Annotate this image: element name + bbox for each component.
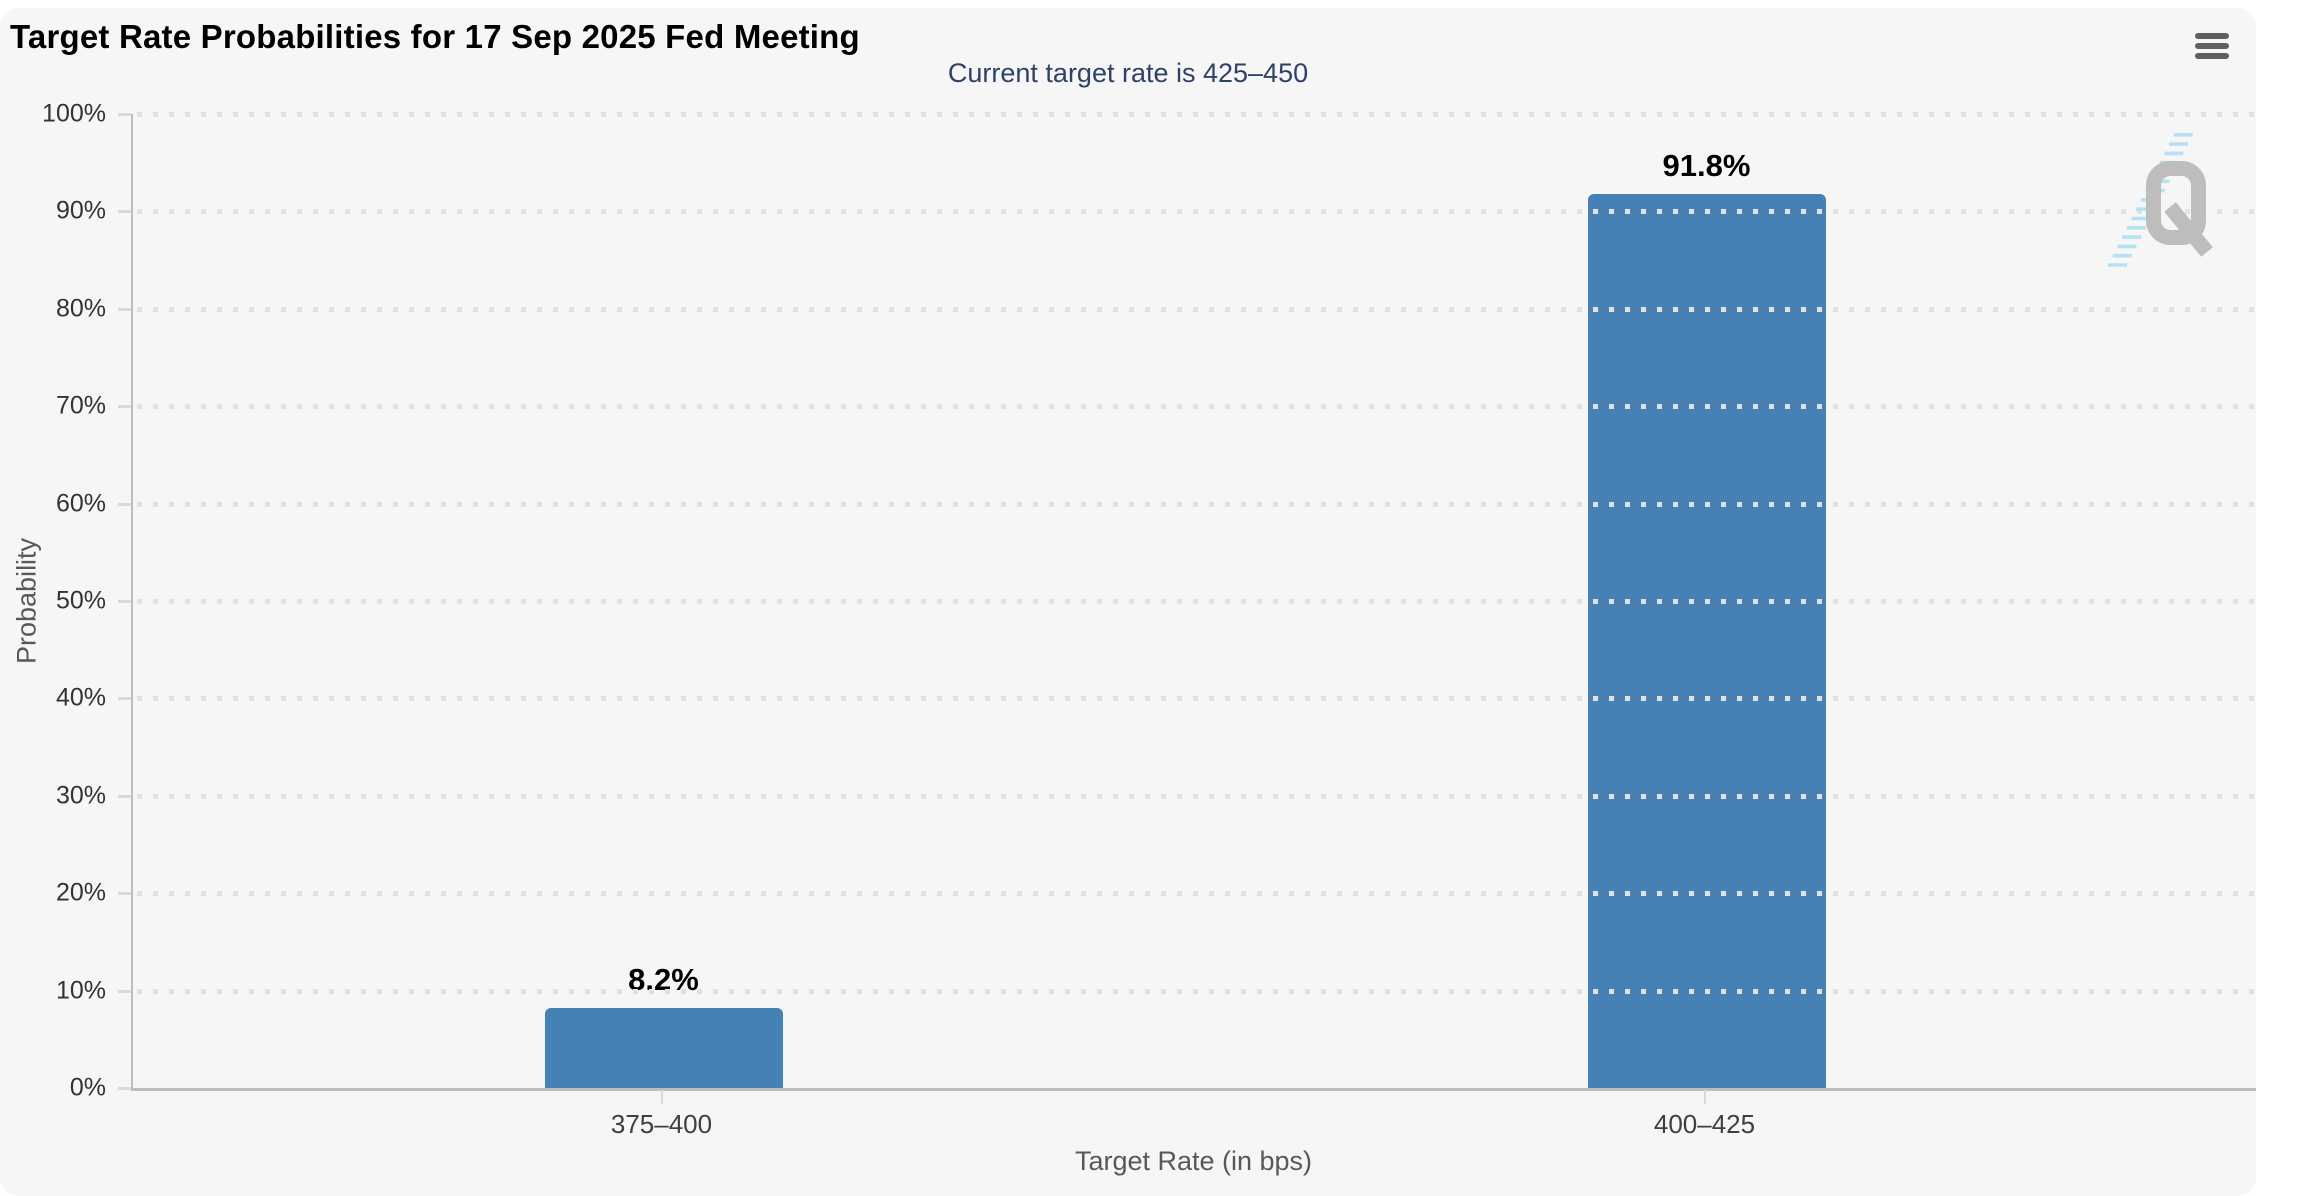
y-axis-labels: 0% 10% 20% 30% 40% 50% 60% 70% 80% 90% 100%: [0, 100, 118, 1102]
y-gridline: [137, 404, 2256, 410]
y-axis-tick: [118, 210, 131, 214]
hamburger-menu-icon: [2194, 33, 2230, 59]
chart-title: Target Rate Probabilities for 17 Sep 202…: [10, 18, 860, 55]
probability-bar[interactable]: [1587, 193, 1826, 1088]
bar-value-label: 91.8%: [1662, 147, 1751, 183]
y-axis-tick-label: 90%: [55, 196, 106, 225]
y-axis-tick: [118, 892, 131, 896]
plot-area: 8.2% 91.8%: [118, 112, 2256, 1091]
y-axis-tick-label: 100%: [42, 99, 106, 128]
y-axis-tick-label: 50%: [55, 586, 106, 615]
x-axis-tick: [1703, 1090, 1706, 1104]
category-cell: 91.8%: [1185, 114, 2228, 1088]
y-axis-tick-label: 30%: [55, 781, 106, 810]
category-cell: 8.2%: [142, 114, 1185, 1088]
x-axis-tick-label: 400–425: [1653, 1109, 1756, 1139]
watermark-q-letter: [2146, 161, 2213, 257]
y-axis-tick-label: 20%: [55, 878, 106, 907]
y-axis-tick-label: 40%: [55, 683, 106, 712]
y-axis-tick: [118, 307, 131, 311]
x-axis-category: 375–400: [140, 1090, 1183, 1140]
y-gridline: [137, 112, 2256, 117]
y-axis-tick: [118, 697, 131, 701]
y-axis-tick: [118, 989, 131, 993]
y-gridline: [137, 306, 2256, 312]
quikstrike-logo-watermark: [2108, 132, 2213, 267]
y-axis-tick: [118, 113, 131, 116]
x-axis-tick: [660, 1090, 663, 1104]
probability-bar[interactable]: [544, 1008, 783, 1088]
y-gridline: [137, 209, 2256, 215]
y-axis-tick-label: 0%: [69, 1073, 106, 1102]
x-axis-tick-label: 375–400: [610, 1109, 713, 1139]
y-axis-tick-label: 60%: [55, 489, 106, 518]
y-gridline: [137, 891, 2256, 897]
x-axis-category: 400–425: [1183, 1090, 2226, 1140]
y-axis-tick-label: 10%: [55, 976, 106, 1005]
y-axis-tick: [118, 794, 131, 798]
y-axis-tick-label: 80%: [55, 294, 106, 323]
y-axis-tick: [118, 502, 131, 506]
y-axis-tick: [118, 1087, 131, 1090]
x-axis-labels: 375–400 400–425: [140, 1090, 2226, 1140]
x-axis-title: Target Rate (in bps): [1074, 1146, 1313, 1176]
y-gridline: [137, 696, 2256, 702]
category-layer: 8.2% 91.8%: [142, 114, 2228, 1088]
y-axis-tick: [118, 600, 131, 603]
y-gridline: [137, 501, 2256, 507]
y-gridline: [137, 599, 2256, 604]
chart-container: Target Rate Probabilities for 17 Sep 202…: [0, 8, 2256, 1196]
chart-subtitle: Current target rate is 425–450: [947, 58, 1309, 88]
chart-context-menu-button[interactable]: [2190, 24, 2234, 68]
y-axis-tick: [118, 405, 131, 409]
y-gridline: [137, 988, 2256, 994]
y-gridline: [137, 793, 2256, 799]
y-axis-tick-label: 70%: [55, 391, 106, 420]
